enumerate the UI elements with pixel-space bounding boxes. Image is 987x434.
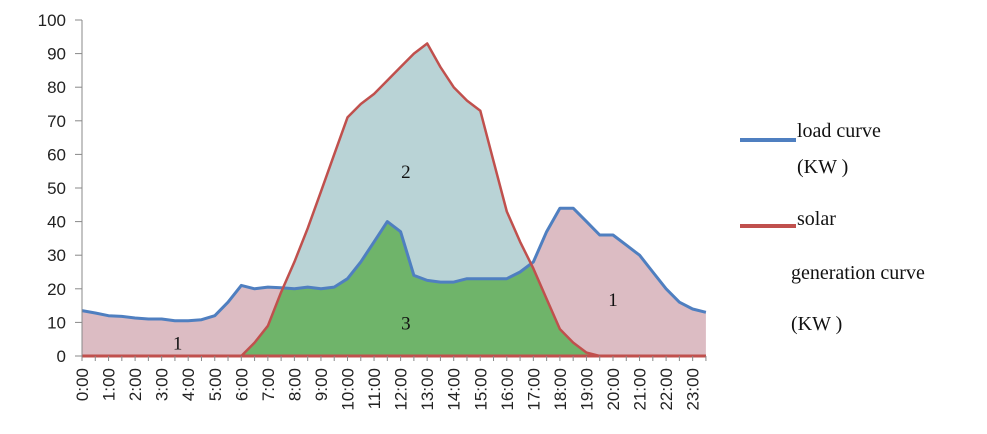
solar-curve-line xyxy=(82,42,706,358)
y-tick-label: 0 xyxy=(57,347,66,366)
legend-solar-label: solar xyxy=(797,208,836,230)
legend-solar-unit: (KW ) xyxy=(791,313,843,335)
x-tick-label: 13:00 xyxy=(418,368,437,411)
x-tick-label: 7:00 xyxy=(259,368,278,401)
y-tick-label: 40 xyxy=(47,213,66,232)
self-consumption-area xyxy=(82,221,706,356)
region-labels: 1 2 3 1 xyxy=(173,162,618,354)
y-tick-label: 50 xyxy=(47,179,66,198)
y-tick-label: 60 xyxy=(47,145,66,164)
x-tick-label: 10:00 xyxy=(339,368,358,411)
x-tick-label: 19:00 xyxy=(577,368,596,411)
region-label-1: 1 xyxy=(173,334,183,355)
legend-solar-label-2: generation curve xyxy=(791,262,925,284)
x-axis: 0:00 1:00 2:00 3:00 4:00 5:00 6:00 7:00 8:00 9:00… xyxy=(73,354,707,411)
x-tick-label: 6:00 xyxy=(232,368,251,401)
x-tick-label: 15:00 xyxy=(471,368,490,411)
x-tick-label: 22:00 xyxy=(657,368,676,411)
region-label-2: 2 xyxy=(401,162,411,183)
y-tick-label: 100 xyxy=(38,11,66,30)
x-tick-label: 11:00 xyxy=(365,368,384,409)
region-label-3: 3 xyxy=(401,313,411,334)
x-tick-label: 18:00 xyxy=(551,368,570,411)
solar-excess-area xyxy=(82,43,706,321)
y-tick-label: 20 xyxy=(47,280,66,299)
x-tick-label: 8:00 xyxy=(285,368,304,401)
x-tick-label: 12:00 xyxy=(392,368,411,411)
x-tick-label: 5:00 xyxy=(206,368,225,401)
x-tick-label: 20:00 xyxy=(604,368,623,411)
y-tick-label: 10 xyxy=(47,313,66,332)
legend-solar-swatch xyxy=(740,224,796,228)
legend-load-swatch xyxy=(740,138,796,142)
y-tick-label: 90 xyxy=(47,45,66,64)
x-tick-label: 0:00 xyxy=(73,368,92,401)
curve-lines xyxy=(81,42,707,358)
legend-load-unit: (KW ) xyxy=(797,156,849,178)
y-tick-label: 30 xyxy=(47,246,66,265)
x-tick-label: 3:00 xyxy=(153,368,172,401)
y-axis: 0 10 20 30 40 50 60 70 80 90 100 xyxy=(38,11,83,366)
load-curve-line xyxy=(81,206,707,323)
x-tick-label: 17:00 xyxy=(524,368,543,411)
region-label-1: 1 xyxy=(608,290,618,311)
shaded-regions xyxy=(82,43,706,356)
x-tick-label: 21:00 xyxy=(631,368,650,411)
x-tick-label: 9:00 xyxy=(312,368,331,401)
legend-load-label: load curve xyxy=(797,120,881,142)
y-tick-label: 80 xyxy=(47,78,66,97)
y-tick-label: 70 xyxy=(47,112,66,131)
x-tick-label: 23:00 xyxy=(684,368,703,411)
x-tick-label: 4:00 xyxy=(179,368,198,401)
x-tick-label: 14:00 xyxy=(445,368,464,411)
x-tick-label: 2:00 xyxy=(126,368,145,401)
x-tick-label: 1:00 xyxy=(100,368,119,401)
x-tick-label: 16:00 xyxy=(498,368,517,411)
